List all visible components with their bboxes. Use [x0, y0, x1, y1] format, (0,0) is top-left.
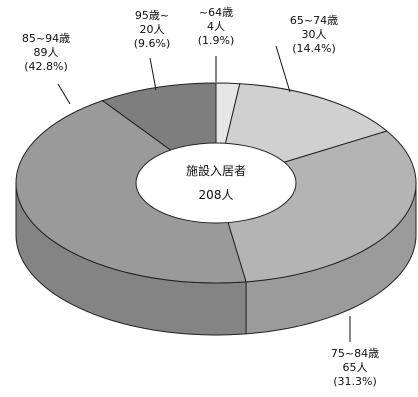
slice-label-1-category: 65~74歳 [290, 14, 338, 27]
slice-label-4-count: 20人 [140, 23, 165, 36]
donut-hole: 施設入居者 208人 [135, 142, 297, 224]
slice-label-0-count: 4人 [207, 20, 225, 33]
leader-line-1 [275, 45, 291, 93]
slice-label-1-percent: (14.4%) [292, 42, 336, 55]
slice-label-2-count: 65人 [343, 361, 368, 374]
slice-label-3-category: 85~94歳 [22, 32, 70, 45]
slice-label-1-count: 30人 [302, 28, 327, 41]
slice-label-4-percent: (9.6%) [134, 37, 171, 50]
slice-label-4-category: 95歳~ [135, 9, 169, 22]
center-hole [135, 142, 297, 224]
center-title: 施設入居者 [186, 163, 246, 178]
leader-line-3 [57, 83, 71, 105]
slice-label-2-percent: (31.3%) [333, 375, 377, 388]
slice-label-3-count: 89人 [34, 46, 59, 59]
center-total: 208人 [199, 188, 234, 202]
leader-lines [57, 45, 351, 342]
slice-3 [15, 100, 247, 284]
slice-label-2-category: 75~84歳 [331, 347, 379, 360]
slice-label-3-percent: (42.8%) [24, 60, 68, 73]
slice-label-0-category: ~64歳 [199, 6, 233, 19]
slice-label-0-percent: (1.9%) [198, 34, 235, 47]
leader-line-4 [149, 57, 157, 91]
